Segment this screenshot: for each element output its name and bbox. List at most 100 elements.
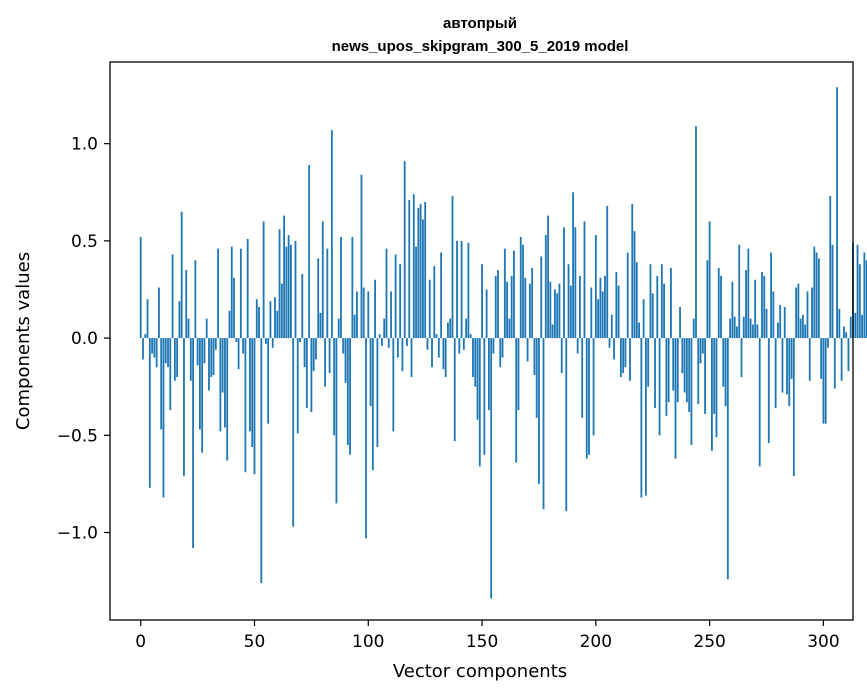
bar xyxy=(533,338,536,376)
bar xyxy=(590,287,593,339)
bar xyxy=(353,314,356,339)
bar xyxy=(226,338,229,461)
bar xyxy=(246,238,249,339)
bar xyxy=(685,338,688,403)
bar xyxy=(219,338,222,432)
bar xyxy=(267,338,270,424)
bar xyxy=(210,338,213,377)
bar xyxy=(581,338,584,418)
bar xyxy=(394,254,397,339)
bar xyxy=(806,291,809,339)
bar xyxy=(203,338,206,364)
bar xyxy=(171,254,174,339)
bar xyxy=(756,324,759,339)
bar xyxy=(458,338,461,354)
bar xyxy=(740,338,743,377)
bar xyxy=(433,266,436,339)
bar xyxy=(601,291,604,339)
bar xyxy=(319,312,322,339)
x-tick-label: 0 xyxy=(135,632,146,652)
bar xyxy=(729,318,732,339)
bar xyxy=(531,268,534,339)
x-axis-label: Vector components xyxy=(393,661,567,682)
bar xyxy=(560,338,563,374)
bar xyxy=(674,338,677,459)
bar xyxy=(424,201,427,339)
bar xyxy=(492,338,495,354)
bar xyxy=(774,338,777,409)
bar xyxy=(749,318,752,339)
bar xyxy=(645,338,647,496)
bar xyxy=(406,338,408,346)
bar xyxy=(169,338,172,411)
bar xyxy=(239,248,242,339)
bar xyxy=(321,221,324,339)
bar xyxy=(167,338,169,368)
bar xyxy=(474,338,477,387)
bar xyxy=(221,338,224,393)
bar xyxy=(437,338,440,358)
bar xyxy=(410,338,413,377)
bar xyxy=(419,203,422,339)
bar xyxy=(264,338,267,344)
bar xyxy=(151,338,154,354)
bar xyxy=(303,338,306,368)
bar xyxy=(688,338,691,412)
bar xyxy=(747,248,750,339)
bar xyxy=(180,211,183,339)
bar xyxy=(274,297,276,339)
bar xyxy=(824,338,827,424)
bar xyxy=(547,215,549,339)
chart-subtitle: news_upos_skipgram_300_5_2019 model xyxy=(332,38,629,55)
bar xyxy=(597,299,600,339)
bar xyxy=(538,338,540,484)
bar xyxy=(460,240,463,339)
bar xyxy=(797,283,800,339)
bar xyxy=(776,322,779,339)
bar xyxy=(503,248,506,339)
bar xyxy=(260,338,263,584)
bar xyxy=(294,240,297,339)
bar xyxy=(706,260,709,339)
bar xyxy=(173,338,176,381)
bar xyxy=(513,250,515,339)
x-tick-label: 250 xyxy=(693,632,725,652)
bar xyxy=(258,306,260,339)
bar xyxy=(745,270,747,339)
bar xyxy=(765,308,768,339)
bar xyxy=(253,338,256,475)
bar xyxy=(431,338,433,368)
bar xyxy=(815,252,818,339)
bar xyxy=(356,291,358,339)
bar xyxy=(462,338,465,350)
bar xyxy=(276,310,279,339)
bar xyxy=(378,334,381,339)
bar xyxy=(501,338,504,358)
bar xyxy=(635,262,638,339)
bar xyxy=(235,338,238,342)
bar xyxy=(858,264,861,339)
bar xyxy=(633,231,636,339)
bar xyxy=(278,229,281,339)
bar xyxy=(162,338,165,498)
bar xyxy=(795,287,798,339)
bar xyxy=(720,275,722,339)
bar xyxy=(228,310,231,339)
y-tick-label: −0.5 xyxy=(57,426,98,446)
bar xyxy=(160,338,163,430)
bar xyxy=(251,338,254,447)
bar xyxy=(506,281,509,339)
bar xyxy=(148,338,151,488)
bar xyxy=(490,338,493,599)
bar xyxy=(271,338,274,348)
bar xyxy=(808,338,811,381)
bar xyxy=(681,338,684,374)
bar xyxy=(535,338,538,418)
y-tick-label: 0.5 xyxy=(71,232,98,252)
bar xyxy=(608,338,611,348)
bar xyxy=(699,338,702,364)
bar xyxy=(371,338,374,471)
bar xyxy=(326,248,329,339)
y-tick-label: 0.0 xyxy=(71,329,98,349)
bar xyxy=(736,326,738,339)
